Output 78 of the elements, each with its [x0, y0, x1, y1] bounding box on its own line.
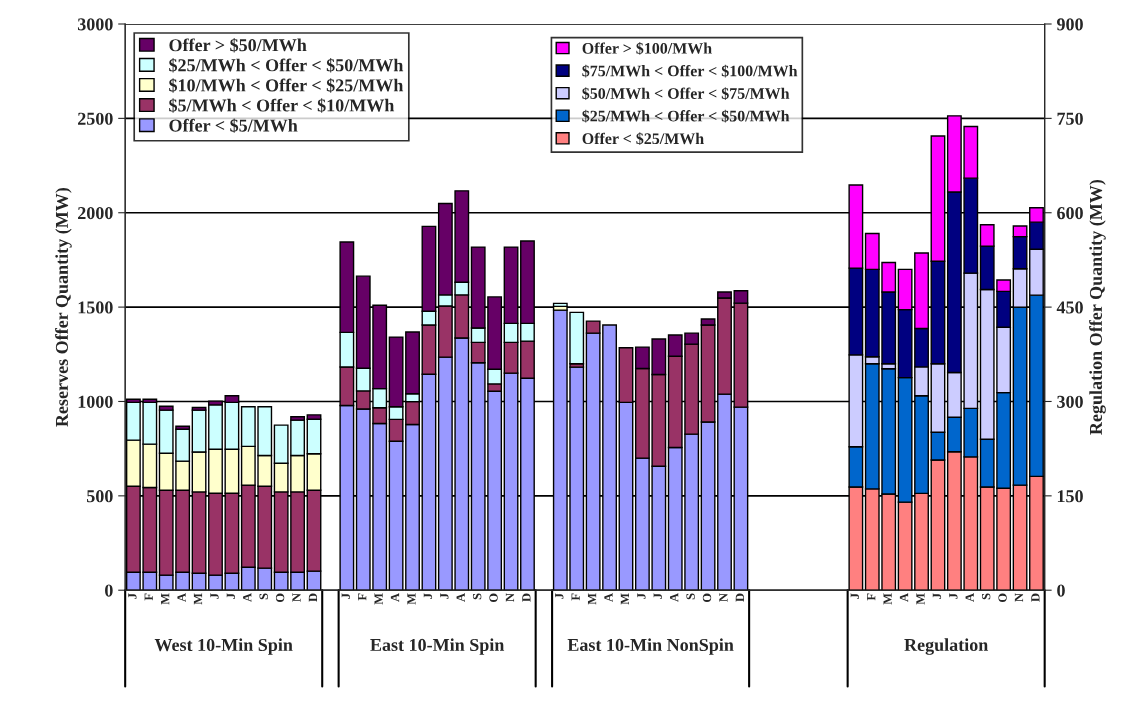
x-tick-label: M — [193, 593, 203, 605]
x-tick-label: M — [620, 593, 629, 605]
x-tick-label: J — [653, 593, 662, 599]
x-tick-label: N — [719, 593, 728, 602]
x-tick-label: D — [308, 593, 318, 602]
legend-label: $25/MWh < Offer < $50/MWh — [582, 109, 790, 123]
x-tick-label: F — [571, 593, 580, 601]
text: West 10-Min Spin — [154, 638, 293, 655]
y2-tick-label: 150 — [1057, 490, 1083, 503]
x-tick-label: S — [472, 593, 482, 600]
x-tick-label: J — [932, 593, 942, 599]
legend-label: Offer > $50/MWh — [169, 38, 307, 53]
x-tick-label: A — [899, 593, 909, 602]
text: Regulation — [904, 638, 989, 655]
x-tick-label: O — [702, 593, 712, 603]
x-tick-label: A — [177, 593, 186, 602]
legend-label: $25/MWh < Offer < $50/MWh — [169, 58, 404, 73]
x-tick-label: A — [390, 593, 400, 602]
legend-label: Offer < $25/MWh — [582, 132, 704, 146]
x-tick-label: J — [423, 593, 433, 599]
x-tick-label: A — [604, 593, 613, 602]
x-tick-label: M — [161, 593, 170, 605]
x-tick-label: S — [259, 593, 268, 600]
x-tick-label: A — [669, 593, 679, 602]
x-tick-label: J — [850, 593, 859, 599]
y-axis-title: Reserves Offer Quantity (MW) — [55, 187, 72, 427]
x-tick-label: O — [998, 593, 1007, 603]
x-tick-label: N — [292, 593, 301, 602]
x-tick-label: A — [965, 593, 974, 602]
x-tick-label: O — [489, 593, 498, 603]
x-tick-label: F — [867, 593, 876, 601]
x-tick-label: M — [407, 593, 416, 605]
y-tick-label: 0 — [105, 584, 113, 597]
x-tick-label: F — [358, 593, 367, 601]
x-tick-label: S — [981, 593, 991, 600]
x-tick-label: M — [587, 593, 597, 605]
legend-label: $10/MWh < Offer < $25/MWh — [169, 78, 404, 93]
x-tick-label: F — [144, 593, 153, 601]
x-tick-label: A — [456, 593, 465, 602]
x-tick-label: O — [275, 593, 285, 603]
x-tick-label: J — [555, 593, 564, 599]
y-tick-label: 1000 — [78, 395, 113, 408]
x-tick-label: D — [735, 593, 744, 602]
x-tick-label: J — [341, 593, 350, 599]
y-tick-label: 3000 — [77, 18, 113, 31]
x-tick-label: S — [686, 593, 695, 600]
y-tick-label: 500 — [87, 490, 113, 503]
x-tick-label: D — [1031, 593, 1040, 602]
y2-tick-label: 450 — [1056, 301, 1083, 314]
y-tick-label: 2000 — [78, 207, 113, 220]
y2-tick-label: 750 — [1057, 112, 1083, 125]
x-tick-label: A — [243, 593, 252, 602]
y-tick-label: 1500 — [78, 301, 113, 314]
x-tick-label: J — [949, 593, 958, 599]
x-tick-label: J — [637, 593, 646, 599]
x-tick-label: J — [226, 593, 236, 599]
y2-tick-label: 0 — [1057, 584, 1065, 597]
legend-label: $50/MWh < Offer < $75/MWh — [582, 87, 790, 100]
legend-label: Offer > $100/MWh — [582, 42, 712, 55]
x-tick-label: J — [128, 593, 137, 599]
x-tick-label: M — [883, 593, 892, 605]
x-tick-label: D — [522, 593, 531, 602]
text: East 10-Min Spin — [370, 638, 505, 655]
y2-tick-label: 300 — [1057, 395, 1083, 408]
x-tick-label: N — [1014, 593, 1024, 602]
x-tick-label: M — [374, 593, 383, 605]
legend-label: $5/MWh < Offer < $10/MWh — [169, 98, 395, 113]
legend-label: $75/MWh < Offer < $100/MWh — [582, 64, 798, 78]
x-tick-label: N — [505, 593, 515, 602]
y2-tick-label: 600 — [1057, 207, 1083, 220]
text: East 10-Min NonSpin — [567, 638, 734, 655]
x-tick-label: J — [210, 593, 219, 599]
y2-tick-label: 900 — [1056, 18, 1083, 31]
y-tick-label: 2500 — [78, 112, 113, 125]
legend-label: Offer < $5/MWh — [169, 118, 298, 133]
y2-axis-title: Regulation Offer Quantity (MW) — [1089, 179, 1106, 435]
x-tick-label: J — [440, 593, 449, 599]
x-tick-label: M — [916, 593, 925, 605]
